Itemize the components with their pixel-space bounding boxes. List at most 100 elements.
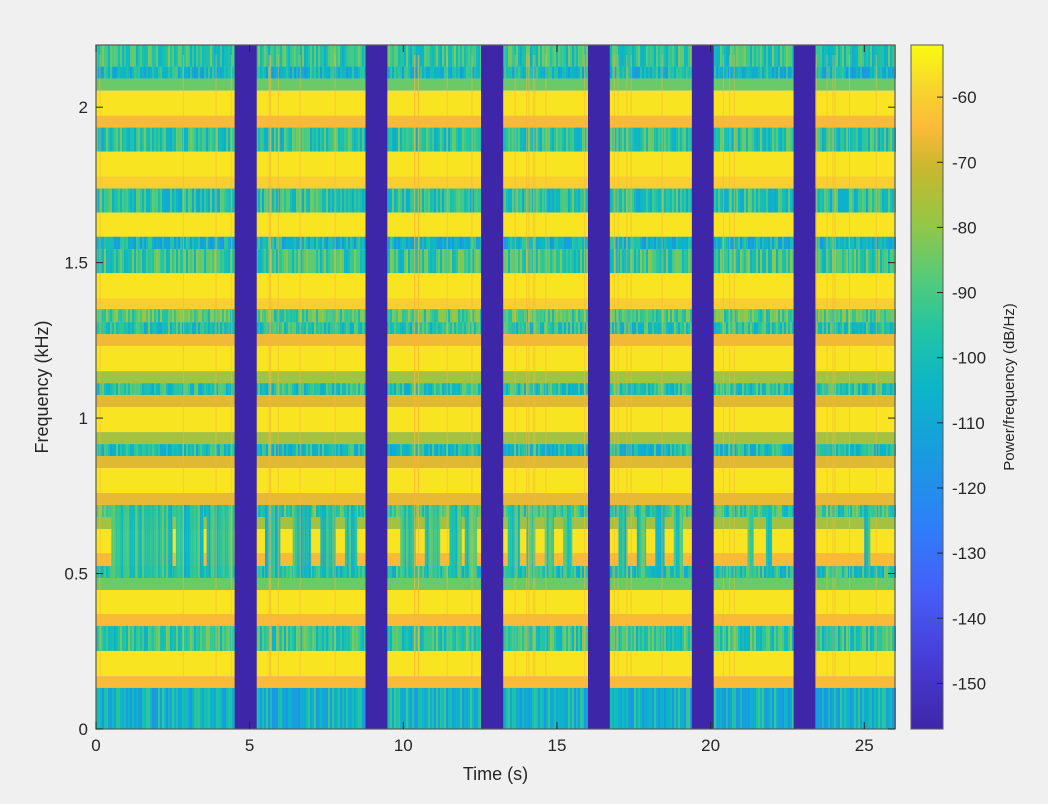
noise-streak: [818, 505, 820, 517]
noise-streak: [394, 188, 396, 213]
noise-streak: [342, 322, 344, 335]
noise-streak: [114, 45, 116, 67]
noise-streak: [302, 309, 304, 323]
noise-streak: [744, 188, 746, 213]
noise-streak: [886, 566, 888, 578]
noise-streak: [772, 236, 774, 250]
noise-streak: [228, 626, 230, 651]
noise-streak: [450, 127, 452, 152]
noise-streak: [282, 66, 284, 79]
noise-streak: [276, 444, 278, 457]
noise-streak: [788, 444, 790, 457]
noise-streak: [196, 236, 198, 250]
noise-streak: [412, 127, 414, 152]
noise-streak: [340, 505, 342, 517]
noise-streak: [308, 188, 310, 213]
noise-streak: [518, 188, 520, 213]
noise-streak: [848, 236, 850, 250]
noise-streak: [468, 66, 470, 79]
noise-streak: [674, 444, 676, 457]
noise-streak: [432, 383, 434, 396]
noise-streak: [260, 444, 262, 457]
spectrogram-plot-area[interactable]: [96, 45, 896, 729]
noise-streak: [218, 309, 220, 323]
noise-streak: [582, 127, 584, 152]
noise-streak: [176, 309, 178, 323]
noise-streak: [650, 127, 652, 152]
noise-streak: [726, 66, 728, 79]
noise-streak: [144, 188, 146, 213]
noise-streak: [264, 322, 266, 335]
noise-streak: [624, 188, 626, 213]
noise-streak: [554, 444, 556, 457]
noise-streak: [324, 66, 326, 79]
noise-streak: [754, 322, 756, 335]
noise-streak: [634, 188, 636, 213]
noise-streak: [836, 249, 838, 274]
noise-streak: [658, 383, 660, 396]
noise-streak: [664, 322, 666, 335]
noise-streak: [756, 383, 758, 396]
noise-streak: [586, 566, 588, 578]
noise-streak: [558, 236, 560, 250]
noise-streak: [746, 249, 748, 274]
noise-streak: [448, 505, 450, 517]
noise-streak: [872, 505, 874, 517]
noise-streak: [746, 322, 748, 335]
noise-streak: [194, 444, 196, 457]
noise-streak: [402, 309, 404, 323]
noise-streak: [872, 127, 874, 152]
noise-streak: [734, 505, 736, 517]
noise-streak: [350, 322, 352, 335]
noise-streak: [538, 188, 540, 213]
noise-streak: [356, 66, 358, 79]
noise-streak: [444, 249, 446, 274]
noise-streak: [280, 249, 282, 274]
noise-streak: [772, 566, 774, 578]
noise-streak: [716, 444, 718, 457]
noise-streak: [434, 444, 436, 457]
noise-streak: [400, 188, 402, 213]
noise-streak: [160, 236, 162, 250]
noise-streak: [718, 249, 720, 274]
noise-streak: [364, 322, 366, 335]
noise-streak: [318, 249, 320, 274]
noise-streak: [816, 249, 818, 274]
noise-streak: [298, 383, 300, 396]
noise-streak: [576, 322, 578, 335]
noise-streak: [168, 45, 170, 67]
noise-streak: [762, 309, 764, 323]
noise-streak: [156, 236, 158, 250]
noise-streak: [476, 444, 478, 457]
noise-streak: [336, 505, 338, 517]
noise-streak: [634, 45, 636, 67]
noise-streak: [786, 188, 788, 213]
noise-streak: [622, 236, 624, 250]
noise-streak: [206, 127, 208, 152]
noise-streak: [192, 383, 194, 396]
noise-streak: [666, 66, 668, 79]
noise-streak: [432, 127, 434, 152]
noise-streak: [346, 309, 348, 323]
noise-streak: [330, 188, 332, 213]
noise-streak: [568, 236, 570, 250]
noise-streak: [790, 66, 792, 79]
noise-streak: [540, 322, 542, 335]
noise-streak: [272, 444, 274, 457]
noise-streak: [846, 249, 848, 274]
noise-streak: [180, 626, 182, 651]
noise-streak: [456, 444, 458, 457]
noise-streak: [828, 505, 830, 517]
noise-streak: [314, 309, 316, 323]
noise-streak: [160, 322, 162, 335]
noise-streak: [506, 383, 508, 396]
noise-streak: [878, 444, 880, 457]
noise-streak: [344, 249, 346, 274]
noise-streak: [554, 236, 556, 250]
noise-streak: [220, 309, 222, 323]
noise-streak: [346, 66, 348, 79]
noise-streak: [294, 66, 296, 79]
noise-streak: [176, 249, 178, 274]
noise-streak: [764, 322, 766, 335]
noise-streak: [170, 444, 172, 457]
